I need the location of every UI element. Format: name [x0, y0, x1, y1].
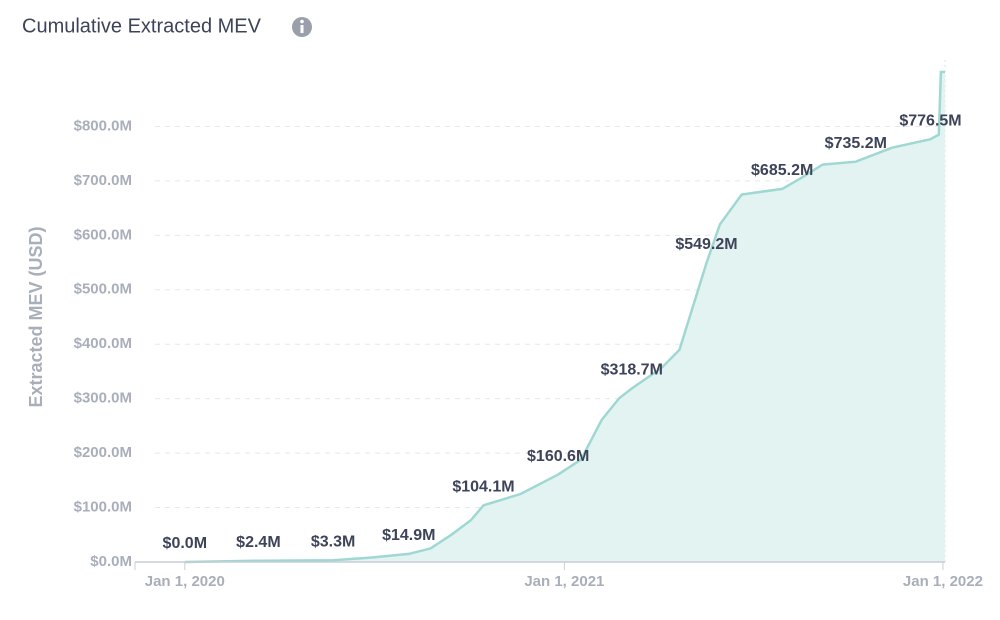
x-tick-label: Jan 1, 2021 — [524, 573, 604, 590]
data-label: $318.7M — [601, 362, 663, 379]
y-tick-label: $800.0M — [74, 117, 132, 134]
data-label: $2.4M — [236, 534, 280, 551]
y-tick-label: $500.0M — [74, 281, 132, 298]
data-label: $0.0M — [163, 535, 207, 552]
data-label: $735.2M — [825, 135, 887, 152]
chart-title: Cumulative Extracted MEV — [22, 15, 262, 37]
data-label: $14.9M — [382, 527, 435, 544]
data-label: $3.3M — [311, 533, 355, 550]
y-axis-label: Extracted MEV (USD) — [26, 226, 46, 407]
y-tick-label: $600.0M — [74, 226, 132, 243]
info-icon[interactable] — [292, 17, 312, 37]
data-label: $685.2M — [751, 162, 813, 179]
area-line — [184, 70, 945, 564]
area-fill — [184, 72, 946, 562]
y-tick-label: $400.0M — [74, 335, 132, 352]
y-tick-label: $300.0M — [74, 390, 132, 407]
y-tick-label: $100.0M — [74, 499, 132, 516]
x-tick-label: Jan 1, 2022 — [903, 573, 983, 590]
x-tick-label: Jan 1, 2020 — [145, 573, 225, 590]
y-tick-label: $200.0M — [74, 444, 132, 461]
y-tick-label: $0.0M — [90, 553, 132, 570]
data-label: $104.1M — [452, 479, 514, 496]
data-label: $160.6M — [527, 448, 589, 465]
data-label: $549.2M — [675, 236, 737, 253]
data-label: $776.5M — [899, 112, 961, 129]
y-tick-label: $700.0M — [74, 172, 132, 189]
